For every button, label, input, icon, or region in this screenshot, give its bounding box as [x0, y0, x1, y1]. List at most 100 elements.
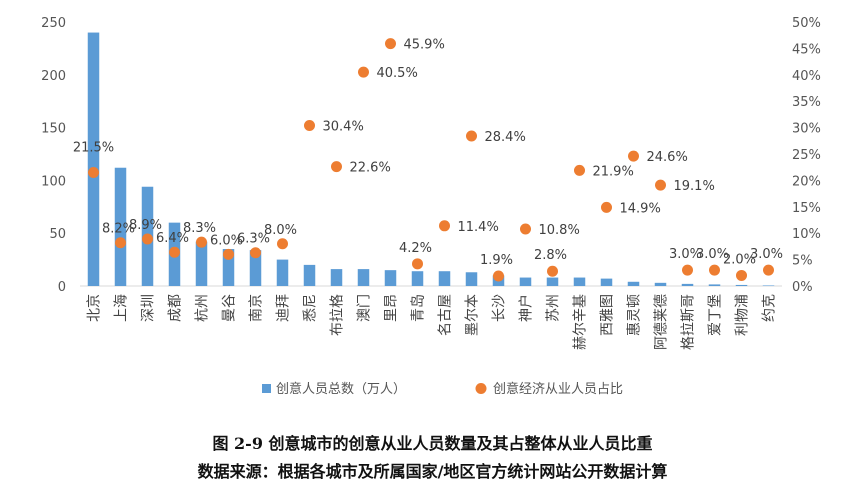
data-label: 2.8%	[534, 248, 567, 263]
right-tick-label: 25%	[792, 148, 821, 163]
data-label: 45.9%	[404, 38, 445, 53]
left-axis: 0 50 100 150 200 250	[41, 16, 66, 295]
data-label: 2.0%	[723, 252, 756, 267]
category-label: 长沙	[492, 294, 508, 322]
category-label: 墨尔本	[465, 294, 481, 336]
category-label: 神户	[518, 294, 535, 322]
left-tick-label: 100	[41, 174, 66, 189]
data-label: 8.3%	[183, 221, 216, 236]
data-label: 19.1%	[674, 179, 715, 194]
category-label: 曼谷	[222, 294, 238, 322]
legend: 创意人员总数（万人） 创意经济从业人员占比	[262, 381, 623, 397]
point	[628, 150, 639, 162]
point	[547, 265, 558, 277]
category-label: 爱丁堡	[708, 294, 724, 336]
legend-dot-swatch	[475, 383, 487, 394]
left-tick-label: 200	[41, 69, 66, 84]
data-label: 24.6%	[647, 150, 688, 165]
bar	[276, 259, 289, 286]
category-label: 里昂	[384, 294, 400, 322]
bar	[384, 270, 397, 286]
data-label: 10.8%	[539, 223, 580, 238]
point	[250, 247, 261, 259]
left-tick-label: 0	[58, 280, 66, 295]
bar	[573, 277, 586, 286]
category-label: 青岛	[411, 294, 427, 322]
bar	[357, 269, 370, 286]
bar	[438, 271, 451, 286]
category-label: 利物浦	[735, 294, 751, 336]
point	[412, 258, 423, 270]
bar	[222, 249, 235, 286]
bar	[411, 271, 424, 286]
left-tick-label: 250	[41, 16, 66, 31]
point	[520, 223, 531, 235]
right-tick-label: 45%	[792, 42, 821, 57]
point	[709, 264, 720, 276]
data-label: 1.9%	[480, 253, 513, 268]
point	[466, 130, 477, 142]
legend-bar-swatch	[262, 384, 271, 393]
bar	[654, 282, 667, 286]
bar	[195, 241, 208, 286]
point	[88, 166, 99, 178]
category-label: 西雅图	[600, 294, 616, 336]
category-label: 北京	[87, 294, 103, 322]
bar	[627, 281, 640, 286]
data-label: 8.2%	[102, 222, 135, 237]
bar	[762, 285, 775, 286]
right-tick-label: 30%	[792, 122, 821, 137]
bar	[519, 277, 532, 286]
bar	[600, 278, 613, 286]
bar	[465, 272, 478, 286]
data-label: 21.5%	[73, 140, 114, 155]
bar	[708, 284, 721, 286]
category-label: 格拉斯哥	[681, 294, 697, 350]
right-axis: 0% 5% 10% 15% 20% 25% 30% 35% 40% 45% 50%	[792, 16, 821, 295]
data-label: 6.3%	[237, 232, 270, 247]
legend-dot-label: 创意经济从业人员占比	[493, 381, 623, 397]
data-label: 28.4%	[485, 130, 526, 145]
category-label: 惠灵顿	[627, 294, 643, 336]
data-label: 4.2%	[399, 241, 432, 256]
point	[358, 66, 369, 78]
category-label: 成都	[168, 294, 184, 322]
point	[601, 201, 612, 213]
bar	[249, 250, 262, 286]
right-tick-label: 5%	[792, 254, 813, 269]
scatter-series	[88, 38, 774, 282]
category-label: 澳门	[357, 294, 373, 322]
point	[493, 270, 504, 282]
right-tick-label: 15%	[792, 201, 821, 216]
data-label: 30.4%	[323, 119, 364, 134]
left-tick-label: 150	[41, 122, 66, 137]
data-label: 6.4%	[156, 231, 189, 246]
data-label: 21.9%	[593, 164, 634, 179]
data-label: 22.6%	[350, 161, 391, 176]
category-label: 深圳	[141, 294, 157, 322]
data-label: 3.0%	[669, 247, 702, 262]
bar	[87, 32, 100, 287]
data-label: 8.0%	[264, 223, 297, 238]
category-label: 上海	[114, 294, 130, 322]
right-tick-label: 50%	[792, 16, 821, 31]
data-labels: 21.5% 8.2%8.9%6.4%8.3%6.0%6.3%8.0% 30.4% 22…	[73, 38, 783, 268]
bar	[330, 269, 343, 286]
point	[169, 246, 180, 258]
category-label: 迪拜	[276, 294, 292, 322]
point	[439, 220, 450, 232]
point	[574, 164, 585, 176]
category-label: 阿德莱德	[654, 294, 670, 350]
bar	[735, 284, 748, 286]
category-label: 南京	[249, 294, 265, 322]
figure-caption: 图 2-9 创意城市的创意从业人员数量及其占整体从业人员比重	[212, 434, 653, 453]
bar	[681, 283, 694, 286]
point	[223, 248, 234, 260]
legend-bar-label: 创意人员总数（万人）	[276, 381, 406, 397]
category-label: 苏州	[546, 294, 562, 322]
point	[331, 161, 342, 173]
data-label: 6.0%	[210, 233, 243, 248]
data-label: 14.9%	[620, 201, 661, 216]
right-tick-label: 0%	[792, 280, 813, 295]
category-label: 悉尼	[303, 294, 319, 322]
